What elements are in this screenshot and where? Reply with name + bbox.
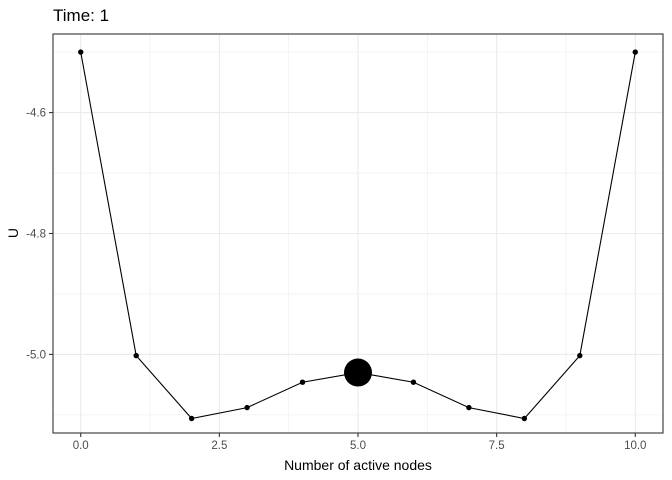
data-point	[410, 379, 417, 385]
data-point	[244, 404, 250, 411]
axis-ticks: 0.0 2.5 5.0 7.5 10.0 -4.6 -4.8 -5.0	[26, 108, 646, 452]
data-point	[299, 379, 306, 385]
data-point	[78, 49, 84, 55]
x-tick-label: 10.0	[624, 440, 646, 452]
y-axis-label: U	[5, 228, 21, 238]
y-tick-label: -4.8	[26, 229, 46, 241]
x-axis-label: Number of active nodes	[284, 457, 432, 473]
data-point	[188, 415, 195, 422]
major-gridlines	[53, 34, 663, 433]
data-point	[133, 352, 139, 359]
x-tick-label: 2.5	[211, 440, 227, 452]
x-tick-label: 0.0	[73, 440, 89, 452]
data-point	[577, 352, 583, 359]
chart-title: Time: 1	[53, 6, 109, 25]
data-series	[78, 49, 638, 422]
x-tick-label: 5.0	[350, 440, 366, 452]
data-point	[632, 49, 638, 55]
current-state-marker	[344, 358, 372, 387]
y-tick-label: -5.0	[26, 349, 46, 361]
y-tick-label: -4.6	[26, 108, 46, 120]
data-point	[466, 404, 472, 411]
x-tick-label: 7.5	[489, 440, 505, 452]
data-point	[521, 415, 528, 422]
